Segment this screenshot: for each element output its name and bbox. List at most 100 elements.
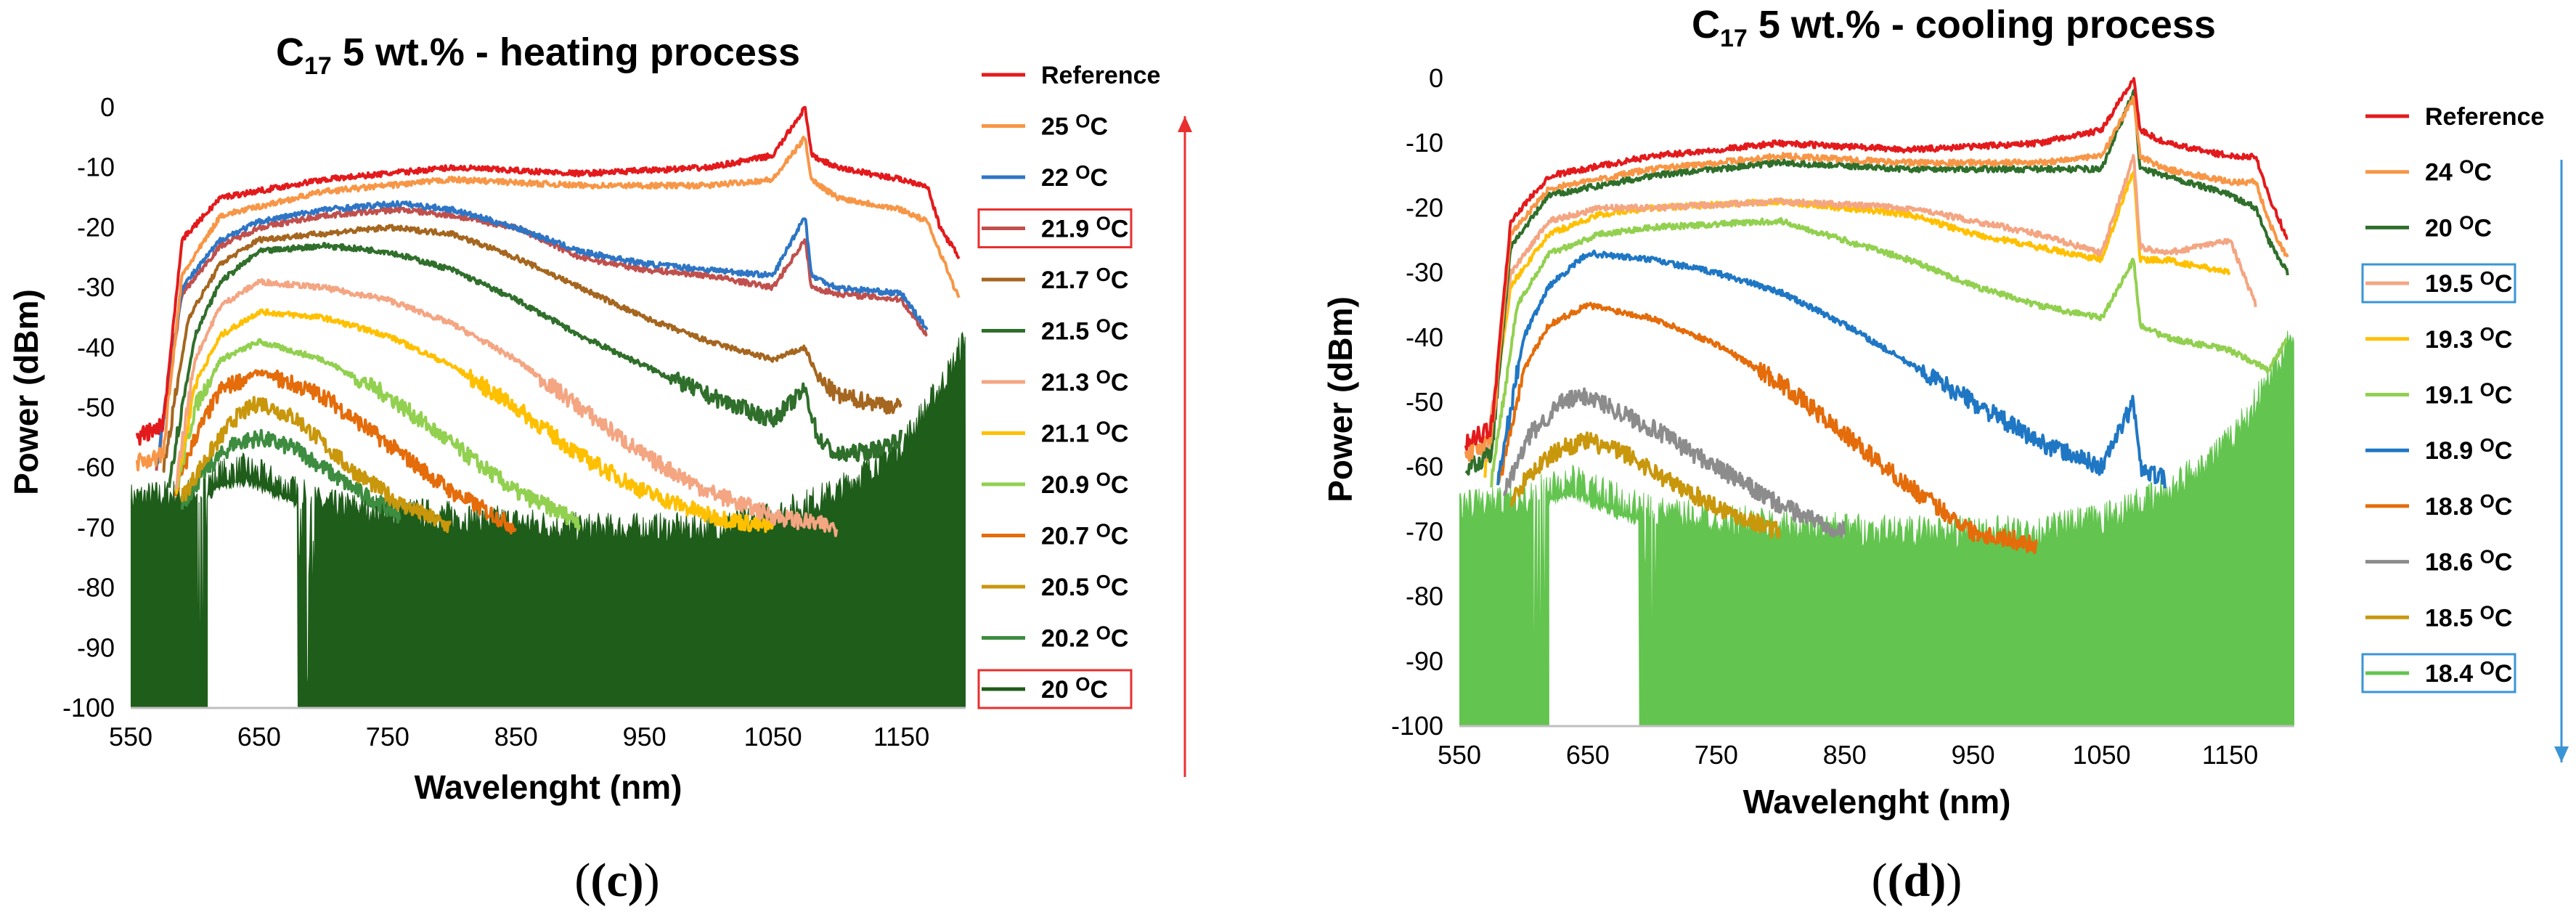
panel-caption: ((d)) bbox=[1872, 854, 1962, 907]
legend-label: 20.2 OC bbox=[1041, 622, 1128, 653]
x-tick-label: 650 bbox=[237, 722, 281, 752]
y-tick-label: -70 bbox=[1406, 516, 1443, 546]
chart-panel-c: C17 5 wt.% - heating process 0 -10 -20 -30 -… bbox=[7, 30, 1192, 907]
y-tick-label: -30 bbox=[77, 272, 115, 302]
legend-item: 20.2 OC bbox=[982, 622, 1128, 653]
x-tick-label: 850 bbox=[1823, 740, 1867, 770]
x-tick-label: 950 bbox=[623, 722, 667, 752]
legend-item: 22 OC bbox=[982, 161, 1108, 192]
legend-highlight-box bbox=[977, 208, 1133, 248]
legend-item: 19.5 OC bbox=[2361, 263, 2516, 304]
series-line-20.2 bbox=[180, 428, 402, 524]
x-tick-label: 750 bbox=[366, 722, 409, 752]
legend: Reference 25 OC 22 OC 21.9 OC 21.7 OC 21.5 OC… bbox=[977, 62, 1160, 709]
series-gap bbox=[1549, 493, 1639, 726]
series-line-20.5 bbox=[180, 396, 452, 534]
legend-label: 18.6 OC bbox=[2425, 546, 2512, 577]
legend-item: 19.1 OC bbox=[2365, 379, 2512, 410]
y-tick-label: -90 bbox=[77, 632, 115, 662]
legend-highlight-box bbox=[2361, 263, 2516, 304]
direction-arrow bbox=[2554, 160, 2569, 762]
series-line-21.3 bbox=[174, 278, 839, 537]
y-tick-label: -60 bbox=[77, 452, 115, 482]
legend-item: 21.7 OC bbox=[982, 264, 1128, 294]
x-tick-labels: 550 650 750 850 950 1050 1150 bbox=[1438, 740, 2258, 770]
legend-item: 21.1 OC bbox=[982, 418, 1128, 448]
series-line-19.3 bbox=[1483, 171, 2231, 478]
legend-item: 20.7 OC bbox=[982, 520, 1128, 550]
x-tick-label: 550 bbox=[1438, 740, 1481, 770]
x-tick-label: 550 bbox=[109, 722, 152, 752]
chart-title: C17 5 wt.% - cooling process bbox=[1692, 3, 2216, 52]
legend-label: 21.9 OC bbox=[1041, 213, 1128, 243]
legend: Reference 24 OC 20 OC 19.5 OC 19.3 OC 19.1 OC… bbox=[2361, 103, 2544, 693]
x-tick-label: 1150 bbox=[873, 722, 929, 752]
legend-item: Reference bbox=[2365, 103, 2544, 131]
legend-label: 19.3 OC bbox=[2425, 323, 2512, 354]
legend-item: 19.3 OC bbox=[2365, 323, 2512, 354]
legend-item: 21.9 OC bbox=[977, 208, 1133, 248]
y-tick-label: -50 bbox=[77, 393, 115, 423]
chart-title: C17 5 wt.% - heating process bbox=[276, 30, 800, 80]
legend-item: 20 OC bbox=[977, 669, 1133, 709]
legend-highlight-box bbox=[977, 669, 1133, 709]
y-axis-label: Power (dBm) bbox=[1321, 296, 1359, 502]
x-tick-label: 750 bbox=[1695, 740, 1738, 770]
y-tick-label: -50 bbox=[1406, 387, 1443, 417]
series-line-21.1 bbox=[175, 308, 775, 533]
legend-item: 24 OC bbox=[2365, 156, 2492, 187]
y-tick-label: -80 bbox=[1406, 582, 1443, 611]
legend-label: 18.9 OC bbox=[2425, 434, 2512, 465]
legend-label: 25 OC bbox=[1041, 110, 1108, 141]
legend-label: 21.1 OC bbox=[1041, 418, 1128, 448]
y-tick-label: -90 bbox=[1406, 646, 1443, 676]
panel-caption: ((c)) bbox=[574, 854, 659, 907]
y-tick-label: -40 bbox=[77, 333, 115, 362]
y-tick-label: -100 bbox=[62, 693, 115, 722]
legend-label: 24 OC bbox=[2425, 156, 2492, 187]
y-tick-label: -80 bbox=[77, 573, 115, 603]
y-tick-label: -70 bbox=[77, 513, 115, 542]
legend-label: 20.7 OC bbox=[1041, 520, 1128, 550]
legend-item: Reference bbox=[982, 62, 1160, 89]
x-tick-labels: 550 650 750 850 950 1050 1150 bbox=[109, 722, 929, 752]
legend-highlight-box bbox=[2361, 653, 2516, 693]
series-line-Reference bbox=[135, 106, 961, 446]
y-axis-label: Power (dBm) bbox=[7, 289, 45, 495]
legend-item: 21.3 OC bbox=[982, 366, 1128, 396]
plot-area bbox=[1459, 77, 2294, 726]
legend-item: 20.5 OC bbox=[982, 571, 1128, 601]
legend-item: 20.9 OC bbox=[982, 468, 1128, 499]
series-line-21.7 bbox=[162, 224, 902, 473]
series-line-18.6 bbox=[1502, 387, 1846, 538]
x-tick-label: 950 bbox=[1952, 740, 1995, 770]
legend-item: 18.8 OC bbox=[2365, 490, 2512, 521]
legend-item: 21.5 OC bbox=[982, 315, 1128, 346]
legend-label: 18.5 OC bbox=[2425, 601, 2512, 632]
series-line-20.7 bbox=[174, 369, 517, 535]
series-line-19.1 bbox=[1490, 216, 2288, 488]
series-line-21.9 bbox=[155, 206, 929, 471]
y-tick-label: -20 bbox=[77, 212, 115, 242]
legend-item: 18.6 OC bbox=[2365, 546, 2512, 577]
legend-item: 25 OC bbox=[982, 110, 1108, 141]
plot-area bbox=[131, 106, 966, 708]
x-tick-label: 1150 bbox=[2202, 740, 2258, 770]
y-tick-label: -60 bbox=[1406, 452, 1443, 481]
series-line-21.5 bbox=[168, 242, 903, 488]
legend-label: 19.5 OC bbox=[2425, 267, 2512, 298]
legend-label: Reference bbox=[2425, 103, 2544, 131]
y-tick-label: -30 bbox=[1406, 258, 1443, 288]
y-tick-labels: 0 -10 -20 -30 -40 -50 -60 -70 -80 -90 -100 bbox=[1391, 63, 1443, 741]
legend-label: 20.5 OC bbox=[1041, 571, 1128, 601]
y-tick-labels: 0 -10 -20 -30 -40 -50 -60 -70 -80 -90 -100 bbox=[62, 92, 115, 722]
series-line-18.5 bbox=[1509, 431, 1782, 539]
legend-item: 18.5 OC bbox=[2365, 601, 2512, 632]
series-line-18.8 bbox=[1496, 301, 2038, 555]
x-tick-label: 850 bbox=[494, 722, 538, 752]
y-tick-label: -40 bbox=[1406, 322, 1443, 352]
legend-label: 22 OC bbox=[1041, 161, 1108, 192]
y-tick-label: 0 bbox=[100, 92, 115, 122]
legend-label: 20 OC bbox=[1041, 673, 1108, 704]
